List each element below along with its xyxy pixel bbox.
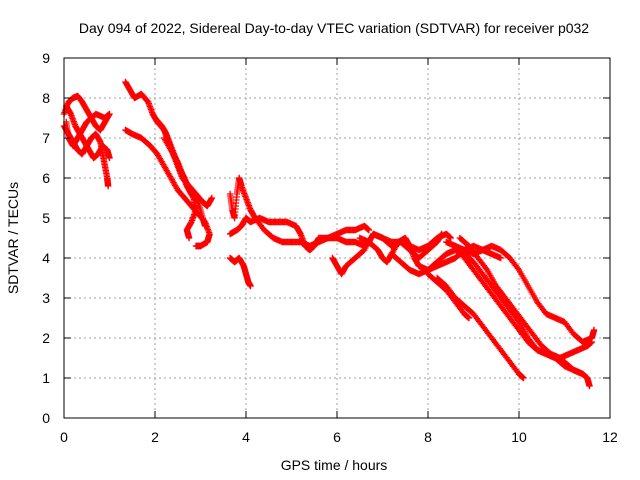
data-point [194,197,201,205]
data-point [104,182,112,190]
series-arc-c [63,102,113,162]
x-tick-label: 2 [151,429,159,445]
series-arc-q [424,270,473,322]
x-tick-label: 4 [242,429,250,445]
y-tick-label: 5 [42,210,50,226]
data-point [438,230,445,238]
data-point [106,154,113,162]
x-tick-label: 6 [333,429,341,445]
data-point [192,242,200,250]
series-arc-r [456,234,595,362]
data-point [185,234,193,242]
data-point [520,374,527,382]
data-point [208,194,216,202]
x-tick-label: 10 [511,429,527,445]
y-tick-label: 9 [42,50,50,66]
chart-title: Day 094 of 2022, Sidereal Day-to-day VTE… [79,20,589,36]
y-tick-label: 7 [42,130,50,146]
x-tick-label: 12 [602,429,618,445]
data-point [590,326,598,334]
x-tick-label: 8 [424,429,432,445]
data-point [247,282,254,290]
data-point [586,382,593,390]
data-point [447,234,454,242]
x-tick-label: 0 [60,429,68,445]
y-tick-label: 0 [42,410,50,426]
data-point [579,370,586,378]
series-arc-g [160,134,209,230]
data-point [588,338,595,346]
y-tick-label: 1 [42,370,50,386]
y-tick-label: 3 [42,290,50,306]
x-axis-label: GPS time / hours [281,457,388,473]
data-layer [60,78,598,390]
series-arc-p [452,242,598,346]
data-point [201,222,209,230]
series-arc-d [122,78,216,210]
data-point [497,254,504,262]
y-tick-label: 2 [42,330,50,346]
data-point [465,314,473,322]
y-axis-label: SDTVAR / TECUs [5,182,21,294]
data-point [365,226,373,234]
y-tick-label: 6 [42,170,50,186]
y-tick-label: 8 [42,90,50,106]
series-arc-j [226,254,254,290]
y-tick-label: 4 [42,250,50,266]
